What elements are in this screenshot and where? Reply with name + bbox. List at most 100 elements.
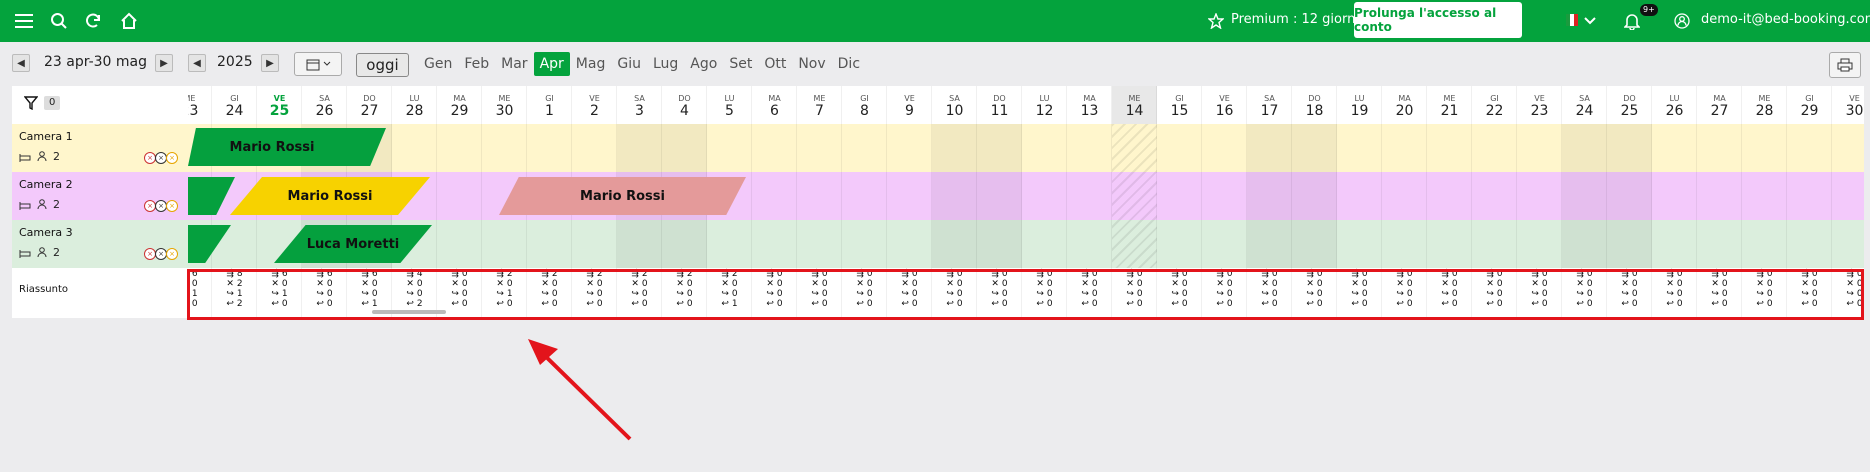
day-header[interactable]: VE 9 — [887, 86, 932, 124]
user-email[interactable]: demo-it@bed-booking.com — [1701, 12, 1870, 27]
summary-symbol-icon: ↪ — [451, 289, 462, 299]
day-header[interactable]: VE 30 — [1832, 86, 1864, 124]
room-row-camera-2[interactable]: Camera 2 2 × × × — [12, 172, 188, 220]
summary-value: 0 — [1046, 299, 1053, 309]
day-header[interactable]: SA 17 — [1247, 86, 1292, 124]
day-header[interactable]: MA 29 — [437, 86, 482, 124]
calendar-picker-button[interactable] — [294, 52, 342, 76]
summary-line: ⇶ 0 — [1472, 269, 1517, 279]
summary-cell: ⇶ 0 ✕ 0 ↪ 0 ↩ 0 — [932, 269, 977, 317]
month-gen[interactable]: Gen — [424, 56, 453, 72]
day-header[interactable]: GI 1 — [527, 86, 572, 124]
summary-line: ⇶ 6 — [257, 269, 302, 279]
day-header[interactable]: ME 21 — [1427, 86, 1472, 124]
day-header[interactable]: SA 24 — [1562, 86, 1607, 124]
booking-bar[interactable]: Mario Rossi — [230, 177, 430, 215]
next-range-button[interactable]: ▶ — [155, 54, 173, 72]
month-dic[interactable]: Dic — [837, 56, 861, 72]
month-mag[interactable]: Mag — [575, 56, 606, 72]
day-header[interactable]: MA 20 — [1382, 86, 1427, 124]
bell-icon[interactable] — [1620, 9, 1644, 33]
horizontal-scrollbar[interactable] — [372, 310, 446, 314]
booking-bar[interactable]: Luca Moretti — [274, 225, 432, 263]
month-ott[interactable]: Ott — [764, 56, 787, 72]
refresh-icon[interactable] — [81, 9, 105, 33]
month-nov[interactable]: Nov — [798, 56, 826, 72]
day-header[interactable]: LU 5 — [707, 86, 752, 124]
day-header[interactable]: GI 8 — [842, 86, 887, 124]
day-header[interactable]: MA 6 — [752, 86, 797, 124]
day-header[interactable]: VE 25 — [257, 86, 302, 124]
summary-value: 0 — [596, 289, 603, 299]
next-year-button[interactable]: ▶ — [261, 54, 279, 72]
month-lug[interactable]: Lug — [652, 56, 679, 72]
today-button[interactable]: oggi — [356, 53, 409, 77]
day-header[interactable]: MA 13 — [1067, 86, 1112, 124]
summary-symbol-icon: ⇶ — [901, 269, 912, 279]
day-header[interactable]: LU 28 — [392, 86, 437, 124]
month-mar[interactable]: Mar — [501, 56, 528, 72]
day-header[interactable]: DO 4 — [662, 86, 707, 124]
home-icon[interactable] — [117, 9, 141, 33]
day-name: VE — [1849, 94, 1860, 103]
filter-control[interactable]: 0 — [24, 96, 61, 110]
month-ago[interactable]: Ago — [690, 56, 718, 72]
summary-line: ↪ 0 — [347, 289, 392, 299]
booking-bar[interactable]: Mario Rossi — [499, 177, 746, 215]
menu-icon[interactable] — [12, 9, 36, 33]
day-header[interactable]: ME 7 — [797, 86, 842, 124]
summary-line: ↩ 0 — [1112, 299, 1157, 309]
day-header[interactable]: GI 29 — [1787, 86, 1832, 124]
print-button[interactable] — [1829, 52, 1861, 78]
room-row-camera-3[interactable]: Camera 3 2 × × × — [12, 220, 188, 268]
day-header[interactable]: GI 15 — [1157, 86, 1202, 124]
day-header[interactable]: DO 18 — [1292, 86, 1337, 124]
day-header[interactable]: SA 26 — [302, 86, 347, 124]
day-number: 13 — [1080, 103, 1099, 119]
day-header[interactable]: DO 25 — [1607, 86, 1652, 124]
day-header[interactable]: LU 12 — [1022, 86, 1067, 124]
day-header[interactable]: DO 11 — [977, 86, 1022, 124]
summary-line: ✕ 0 — [1337, 279, 1382, 289]
day-header[interactable]: SA 3 — [617, 86, 662, 124]
room-row-bg — [188, 172, 1864, 220]
day-column: SA 17 ⇶ 0 ✕ 0 ↪ 0 ↩ 0 — [1246, 86, 1292, 318]
day-name: GI — [230, 94, 239, 103]
day-header[interactable]: SA 10 — [932, 86, 977, 124]
room-row-camera-1[interactable]: Camera 1 2 × × × — [12, 124, 188, 172]
month-set[interactable]: Set — [729, 56, 753, 72]
summary-line: ↪ 0 — [1832, 289, 1864, 299]
summary-value: 0 — [1856, 289, 1863, 299]
booking-bar[interactable]: Mario Rossi — [188, 128, 386, 166]
summary-value: 1 — [371, 299, 378, 309]
language-flag-icon[interactable] — [1566, 14, 1578, 26]
day-header[interactable]: LU 26 — [1652, 86, 1697, 124]
chevron-down-icon[interactable] — [1578, 9, 1602, 33]
day-header[interactable]: GI 22 — [1472, 86, 1517, 124]
day-header[interactable]: ME 14 — [1112, 86, 1157, 124]
summary-symbol-icon: ↩ — [271, 299, 282, 309]
extend-access-button[interactable]: Prolunga l'accesso al conto — [1354, 2, 1522, 38]
day-header[interactable]: VE 16 — [1202, 86, 1247, 124]
day-header[interactable]: ME 28 — [1742, 86, 1787, 124]
day-header[interactable]: GI 24 — [212, 86, 257, 124]
month-giu[interactable]: Giu — [617, 56, 641, 72]
summary-symbol-icon: ✕ — [1081, 279, 1092, 289]
day-header[interactable]: ME23 — [188, 86, 212, 124]
prev-range-button[interactable]: ◀ — [12, 54, 30, 72]
user-icon[interactable] — [1670, 9, 1694, 33]
day-header[interactable]: VE 2 — [572, 86, 617, 124]
day-header[interactable]: ME 30 — [482, 86, 527, 124]
summary-value: 1 — [731, 299, 738, 309]
month-feb[interactable]: Feb — [464, 56, 490, 72]
month-apr[interactable]: Apr — [533, 52, 570, 76]
search-icon[interactable] — [47, 9, 71, 33]
summary-line: ✕ 0 — [347, 279, 392, 289]
day-header[interactable]: DO 27 — [347, 86, 392, 124]
summary-cell: ⇶ 2 ✕ 0 ↪ 0 ↩ 0 — [527, 269, 572, 317]
prev-year-button[interactable]: ◀ — [188, 54, 206, 72]
day-header[interactable]: LU 19 — [1337, 86, 1382, 124]
summary-value: 0 — [821, 289, 828, 299]
day-header[interactable]: MA 27 — [1697, 86, 1742, 124]
day-header[interactable]: VE 23 — [1517, 86, 1562, 124]
